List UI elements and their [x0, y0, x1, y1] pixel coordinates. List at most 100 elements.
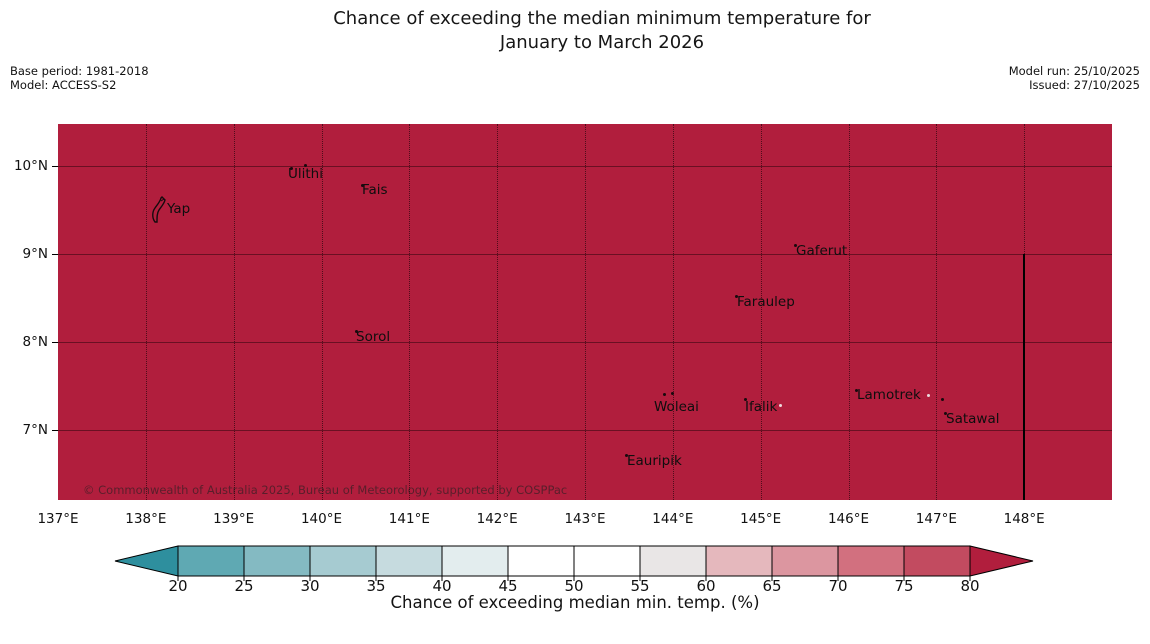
x-axis-label: 148°E [1003, 511, 1045, 527]
island-marker-dot [735, 295, 738, 298]
longitude-gridline [848, 124, 850, 500]
island-marker-dot [927, 394, 930, 397]
island-marker-dot [794, 244, 797, 247]
island-marker-dot [671, 392, 674, 395]
colorbar-tick-label: 25 [234, 577, 254, 595]
longitude-gridline [672, 124, 674, 500]
colorbar-segment [243, 545, 311, 577]
colorbar-segment [705, 545, 773, 577]
colorbar-right-arrow [969, 545, 1034, 577]
colorbar-tick-label: 50 [564, 577, 584, 595]
map-area: © Commonwealth of Australia 2025, Bureau… [58, 124, 1112, 500]
latitude-gridline [58, 254, 1112, 255]
x-axis-label: 144°E [652, 511, 694, 527]
x-axis-label: 137°E [37, 511, 79, 527]
x-axis-label: 143°E [564, 511, 606, 527]
colorbar-tick-label: 40 [432, 577, 452, 595]
longitude-gridline [233, 124, 235, 500]
longitude-gridline [497, 124, 499, 500]
colorbar-segment [441, 545, 509, 577]
colorbar-tick-label: 30 [300, 577, 320, 595]
y-axis-tick [52, 430, 58, 431]
chart-title: Chance of exceeding the median minimum t… [54, 7, 1150, 55]
colorbar-segment [903, 545, 971, 577]
island-marker-dot [944, 412, 947, 415]
longitude-gridline [585, 124, 586, 500]
island-marker-dot [663, 393, 666, 396]
island-marker-dot [855, 389, 858, 392]
x-axis-label: 139°E [213, 511, 255, 527]
y-axis-label: 8°N [22, 334, 48, 350]
colorbar-axis-label: Chance of exceeding median min. temp. (%… [390, 593, 760, 612]
island-marker-dot [304, 164, 307, 167]
longitude-gridline [409, 124, 411, 500]
colorbar-tick-label: 20 [168, 577, 188, 595]
island-label-gaferut: Gaferut [796, 243, 848, 259]
island-marker-dot [361, 184, 364, 187]
y-axis-label: 7°N [22, 422, 48, 438]
colorbar-tick-label: 35 [366, 577, 386, 595]
island-marker-dot [355, 330, 358, 333]
island-marker-dot [625, 454, 628, 457]
island-label-sorol: Sorol [356, 329, 391, 345]
issued-text: Issued: 27/10/2025 [1029, 78, 1140, 92]
x-axis-label: 145°E [740, 511, 782, 527]
chart-title-line1: Chance of exceeding the median minimum t… [333, 8, 871, 29]
colorbar-left-arrow [114, 545, 179, 577]
longitude-gridline [936, 124, 938, 500]
model-text: Model: ACCESS-S2 [10, 78, 117, 92]
island-label-ifalik: Ifalik [745, 399, 778, 415]
latitude-gridline [58, 430, 1112, 431]
longitude-gridline [760, 124, 762, 500]
chart-title-line2: January to March 2026 [499, 32, 705, 53]
island-label-eauripik: Eauripik [627, 453, 682, 469]
island-label-ulithi: Ulithi [288, 166, 323, 182]
colorbar-tick-label: 80 [960, 577, 980, 595]
island-marker-dot [779, 404, 782, 407]
colorbar-tick-label: 45 [498, 577, 518, 595]
island-marker-dot [744, 398, 747, 401]
colorbar-segment [771, 545, 839, 577]
latitude-gridline [58, 342, 1112, 343]
x-axis-label: 140°E [300, 511, 343, 527]
y-axis-tick [52, 342, 58, 343]
meta-right: Model run: 25/10/2025 Issued: 27/10/2025 [1009, 64, 1140, 92]
x-axis-label: 138°E [125, 511, 167, 527]
longitude-gridline [321, 124, 323, 500]
x-axis-label: 142°E [476, 511, 518, 527]
y-axis-label: 10°N [13, 158, 48, 174]
colorbar-segment [837, 545, 905, 577]
colorbar-tick-label: 75 [894, 577, 914, 595]
island-label-satawal: Satawal [946, 411, 1000, 427]
island-label-woleai: Woleai [654, 399, 699, 415]
island-marker-dot [941, 398, 944, 401]
longitude-gridline [145, 124, 147, 500]
colorbar-segment [177, 545, 245, 577]
meta-left: Base period: 1981-2018 Model: ACCESS-S2 [10, 64, 149, 92]
y-axis-label: 9°N [22, 246, 48, 262]
yap-island-shape [152, 196, 166, 223]
boundary-line [1023, 254, 1026, 500]
colorbar-tick-label: 70 [828, 577, 848, 595]
copyright-text: © Commonwealth of Australia 2025, Bureau… [83, 483, 568, 497]
colorbar-segment [309, 545, 377, 577]
x-axis-label: 147°E [915, 511, 957, 527]
colorbar-tick-label: 60 [696, 577, 716, 595]
y-axis-tick [52, 166, 58, 167]
x-axis-label: 146°E [827, 511, 870, 527]
colorbar-segment [573, 545, 641, 577]
island-marker-dot [290, 167, 293, 170]
island-label-yap: Yap [167, 201, 191, 217]
model-run-text: Model run: 25/10/2025 [1008, 64, 1140, 78]
latitude-gridline [58, 166, 1112, 167]
colorbar-segment [639, 545, 707, 577]
colorbar-tick-label: 65 [762, 577, 782, 595]
y-axis-tick [52, 254, 58, 255]
colorbar-segment [375, 545, 443, 577]
colorbar [114, 545, 1034, 581]
island-label-fais: Fais [362, 182, 388, 198]
colorbar-segment [507, 545, 575, 577]
base-period-text: Base period: 1981-2018 [10, 64, 149, 78]
x-axis-label: 141°E [388, 511, 430, 527]
